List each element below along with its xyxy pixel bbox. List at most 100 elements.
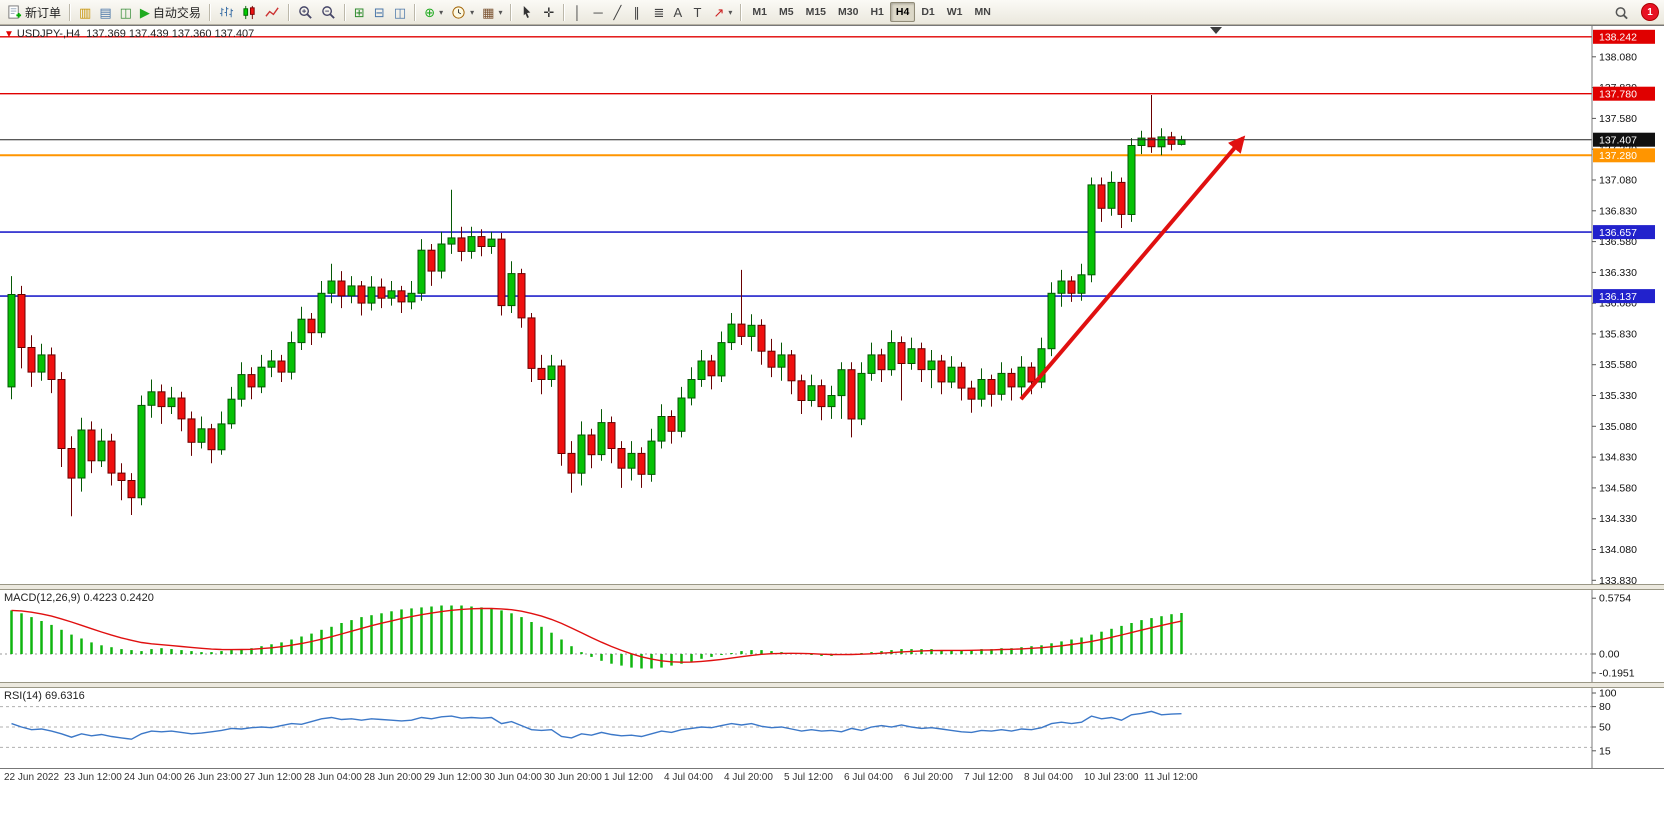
search-icon: [1614, 5, 1629, 20]
search-button[interactable]: [1610, 2, 1633, 22]
bar-chart-button[interactable]: [215, 2, 238, 22]
time-axis-label: 22 Jun 2022: [4, 772, 60, 783]
rsi-axis-label: 15: [1599, 745, 1611, 757]
toolbar-separator: [343, 3, 346, 21]
time-axis-label: 7 Jul 12:00: [964, 772, 1013, 783]
new-chart-button[interactable]: ◫: [116, 2, 136, 22]
macd-panel[interactable]: 0.5754 0.00 -0.1951 MACD(12,26,9) 0.4223 0…: [0, 590, 1664, 682]
time-axis-label: 29 Jun 12:00: [424, 772, 482, 783]
toolbar-separator: [414, 3, 417, 21]
zoom-out-button[interactable]: [317, 2, 340, 22]
price-tag-label: 136.137: [1599, 291, 1637, 303]
tile-windows-icon: ⊞: [353, 4, 365, 20]
chart-ohlc: 137.369 137.439 137.360 137.407: [86, 28, 255, 40]
price-tag[interactable]: [1593, 132, 1655, 147]
periods-icon: [451, 5, 466, 20]
dropdown-arrow-icon: ▾: [728, 7, 733, 17]
zoom-in-icon: [298, 5, 313, 20]
toolbar-separator: [510, 3, 513, 21]
chart-shift-marker-icon[interactable]: [1210, 27, 1222, 34]
rsi-panel[interactable]: 100 80 50 15 RSI(14) 69.6316: [0, 688, 1664, 768]
arrows-icon: ↗: [713, 4, 725, 20]
new-order-icon: [7, 4, 22, 20]
vertical-line-button[interactable]: │: [569, 2, 589, 22]
macd-axis-label: 0.00: [1599, 649, 1620, 661]
chart-shift-button[interactable]: ◫: [390, 2, 410, 22]
auto-scroll-button[interactable]: ⊟: [370, 2, 390, 22]
timeframe-m15-button[interactable]: M15: [800, 2, 832, 22]
time-axis-label: 1 Jul 12:00: [604, 772, 653, 783]
periods-button[interactable]: ▾: [447, 2, 478, 22]
text-button[interactable]: A: [669, 2, 689, 22]
autotrading-icon: ▶: [139, 4, 150, 20]
timeframe-h1-button[interactable]: H1: [864, 2, 889, 22]
arrows-button[interactable]: ↗ ▾: [709, 2, 736, 22]
panel-splitter[interactable]: [0, 584, 1664, 590]
indicators-button[interactable]: ⊕ ▾: [420, 2, 447, 22]
templates-button[interactable]: ▦ ▾: [478, 2, 506, 22]
candlestick-chart[interactable]: 138.080137.830137.580137.330137.080136.8…: [0, 26, 1664, 584]
rsi-title: RSI(14) 69.6316: [4, 690, 85, 702]
new-order-label: 新订单: [25, 5, 62, 20]
time-axis-label: 10 Jul 23:00: [1084, 772, 1139, 783]
text-label-icon: T: [693, 4, 702, 20]
cursor-button[interactable]: [516, 2, 539, 22]
symbol-marker-icon: ▼: [4, 29, 14, 40]
price-tag-label: 137.407: [1599, 135, 1637, 147]
price-tag-label: 137.280: [1599, 150, 1637, 162]
market-watch-button[interactable]: ▥: [75, 2, 95, 22]
price-axis-label: 135.080: [1599, 421, 1637, 433]
notification-badge[interactable]: 1: [1641, 3, 1659, 21]
timeframe-mn-button[interactable]: MN: [969, 2, 997, 22]
zoom-in-button[interactable]: [294, 2, 317, 22]
price-tag[interactable]: [1593, 86, 1655, 101]
price-tag[interactable]: [1593, 148, 1655, 163]
macd-values: 0.4223 0.2420: [83, 592, 154, 604]
macd-label: MACD(12,26,9): [4, 592, 81, 604]
rsi-value: 69.6316: [44, 690, 85, 702]
fibonacci-button[interactable]: ≣: [649, 2, 669, 22]
timeframe-w1-button[interactable]: W1: [941, 2, 969, 22]
data-window-button[interactable]: ▤: [95, 2, 115, 22]
toolbar-separator: [563, 3, 566, 21]
new-chart-icon: ◫: [119, 4, 132, 20]
templates-icon: ▦: [482, 4, 495, 20]
text-label-button[interactable]: T: [689, 2, 709, 22]
trendline-button[interactable]: ╱: [609, 2, 629, 22]
timeframe-m5-button[interactable]: M5: [773, 2, 800, 22]
price-axis-label: 134.830: [1599, 452, 1637, 464]
time-axis-label: 24 Jun 04:00: [124, 772, 182, 783]
new-order-button[interactable]: 新订单: [3, 2, 65, 22]
time-axis-label: 28 Jun 20:00: [364, 772, 422, 783]
price-axis-label: 135.330: [1599, 390, 1637, 402]
candlestick-chart-button[interactable]: [238, 2, 261, 22]
autotrading-button[interactable]: ▶ 自动交易: [136, 2, 205, 22]
timeframe-h4-button[interactable]: H4: [889, 2, 916, 22]
market-watch-icon: ▥: [79, 4, 92, 20]
price-tag[interactable]: [1593, 289, 1655, 304]
crosshair-button[interactable]: ✛: [539, 2, 559, 22]
macd-title: MACD(12,26,9) 0.4223 0.2420: [4, 592, 154, 604]
time-axis-label: 30 Jun 04:00: [484, 772, 542, 783]
timeframe-d1-button[interactable]: D1: [915, 2, 940, 22]
line-chart-button[interactable]: [261, 2, 284, 22]
tile-windows-button[interactable]: ⊞: [350, 2, 370, 22]
trend-arrow[interactable]: [1019, 135, 1246, 401]
price-tag[interactable]: [1593, 225, 1655, 240]
price-tag-label: 136.657: [1599, 227, 1637, 239]
macd-chart[interactable]: 0.5754 0.00 -0.1951: [0, 590, 1664, 682]
time-axis[interactable]: 22 Jun 2022 23 Jun 12:00 24 Jun 04:00 26 Ju…: [0, 768, 1664, 787]
rsi-line: [11, 710, 1182, 740]
price-tag[interactable]: [1593, 29, 1655, 44]
timeframe-m1-button[interactable]: M1: [746, 2, 773, 22]
main-chart-panel[interactable]: 138.080137.830137.580137.330137.080136.8…: [0, 25, 1664, 584]
chart-symbol-period: USDJPY-,H4: [16, 28, 81, 40]
dropdown-arrow-icon: ▾: [439, 7, 444, 17]
macd-histogram: [10, 605, 1183, 669]
panel-splitter[interactable]: [0, 682, 1664, 688]
timeframe-m30-button[interactable]: M30: [832, 2, 864, 22]
time-axis-label: 4 Jul 04:00: [664, 772, 713, 783]
channel-button[interactable]: ∥: [629, 2, 649, 22]
horizontal-line-button[interactable]: ─: [589, 2, 609, 22]
